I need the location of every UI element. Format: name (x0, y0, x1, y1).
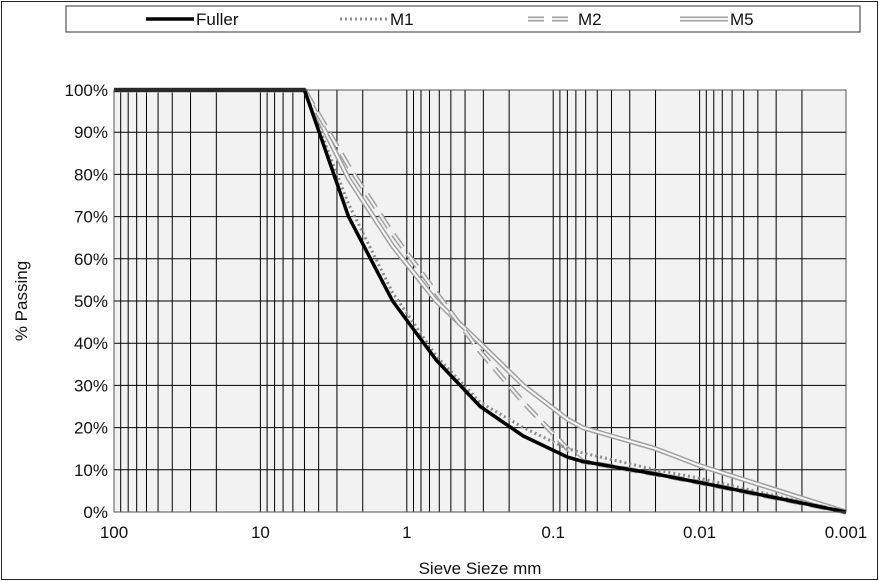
series-fuller-path (114, 88, 847, 514)
y-tick-label: 80% (74, 165, 108, 184)
y-axis-title: % Passing (12, 261, 31, 341)
x-tick-label: 0.001 (825, 523, 868, 542)
legend: Fuller M1 M2 M5 (65, 5, 861, 33)
y-tick-label: 20% (74, 419, 108, 438)
x-tick-label: 0.1 (541, 523, 565, 542)
x-tick-label: 100 (100, 523, 128, 542)
plot-border (113, 89, 847, 513)
y-tick-label: 10% (74, 461, 108, 480)
legend-item-m1: M1 (340, 10, 414, 29)
series-m5-path (114, 89, 847, 513)
legend-label: Fuller (196, 10, 239, 29)
legend-label: M2 (578, 10, 602, 29)
x-tick-label: 10 (251, 523, 270, 542)
y-tick-label: 30% (74, 376, 108, 395)
y-tick-label: 40% (74, 334, 108, 353)
x-axis-tick-labels: 100 10 1 0.1 0.01 0.001 (100, 523, 867, 542)
series-fuller-line (114, 88, 847, 514)
y-tick-label: 50% (74, 292, 108, 311)
series-lines (114, 87, 847, 515)
x-tick-label: 1 (402, 523, 411, 542)
legend-item-fuller: Fuller (146, 10, 239, 29)
y-tick-label: 100% (65, 81, 108, 100)
x-tick-label: 0.01 (683, 523, 716, 542)
series-m2-path (114, 89, 847, 513)
y-tick-label: 70% (74, 208, 108, 227)
y-axis-tick-labels: 0% 10% 20% 30% 40% 50% 60% 70% 80% 90% 100% (65, 81, 108, 522)
x-axis-title: Sieve Sieze mm (419, 559, 542, 578)
series-m2-line (114, 87, 847, 515)
legend-label: M5 (730, 10, 754, 29)
legend-item-m5: M5 (680, 10, 754, 29)
series-m5-line (114, 87, 847, 515)
legend-label: M1 (390, 10, 414, 29)
y-tick-label: 60% (74, 250, 108, 269)
y-tick-label: 0% (83, 503, 108, 522)
y-tick-label: 90% (74, 123, 108, 142)
legend-item-m2: M2 (528, 10, 602, 29)
